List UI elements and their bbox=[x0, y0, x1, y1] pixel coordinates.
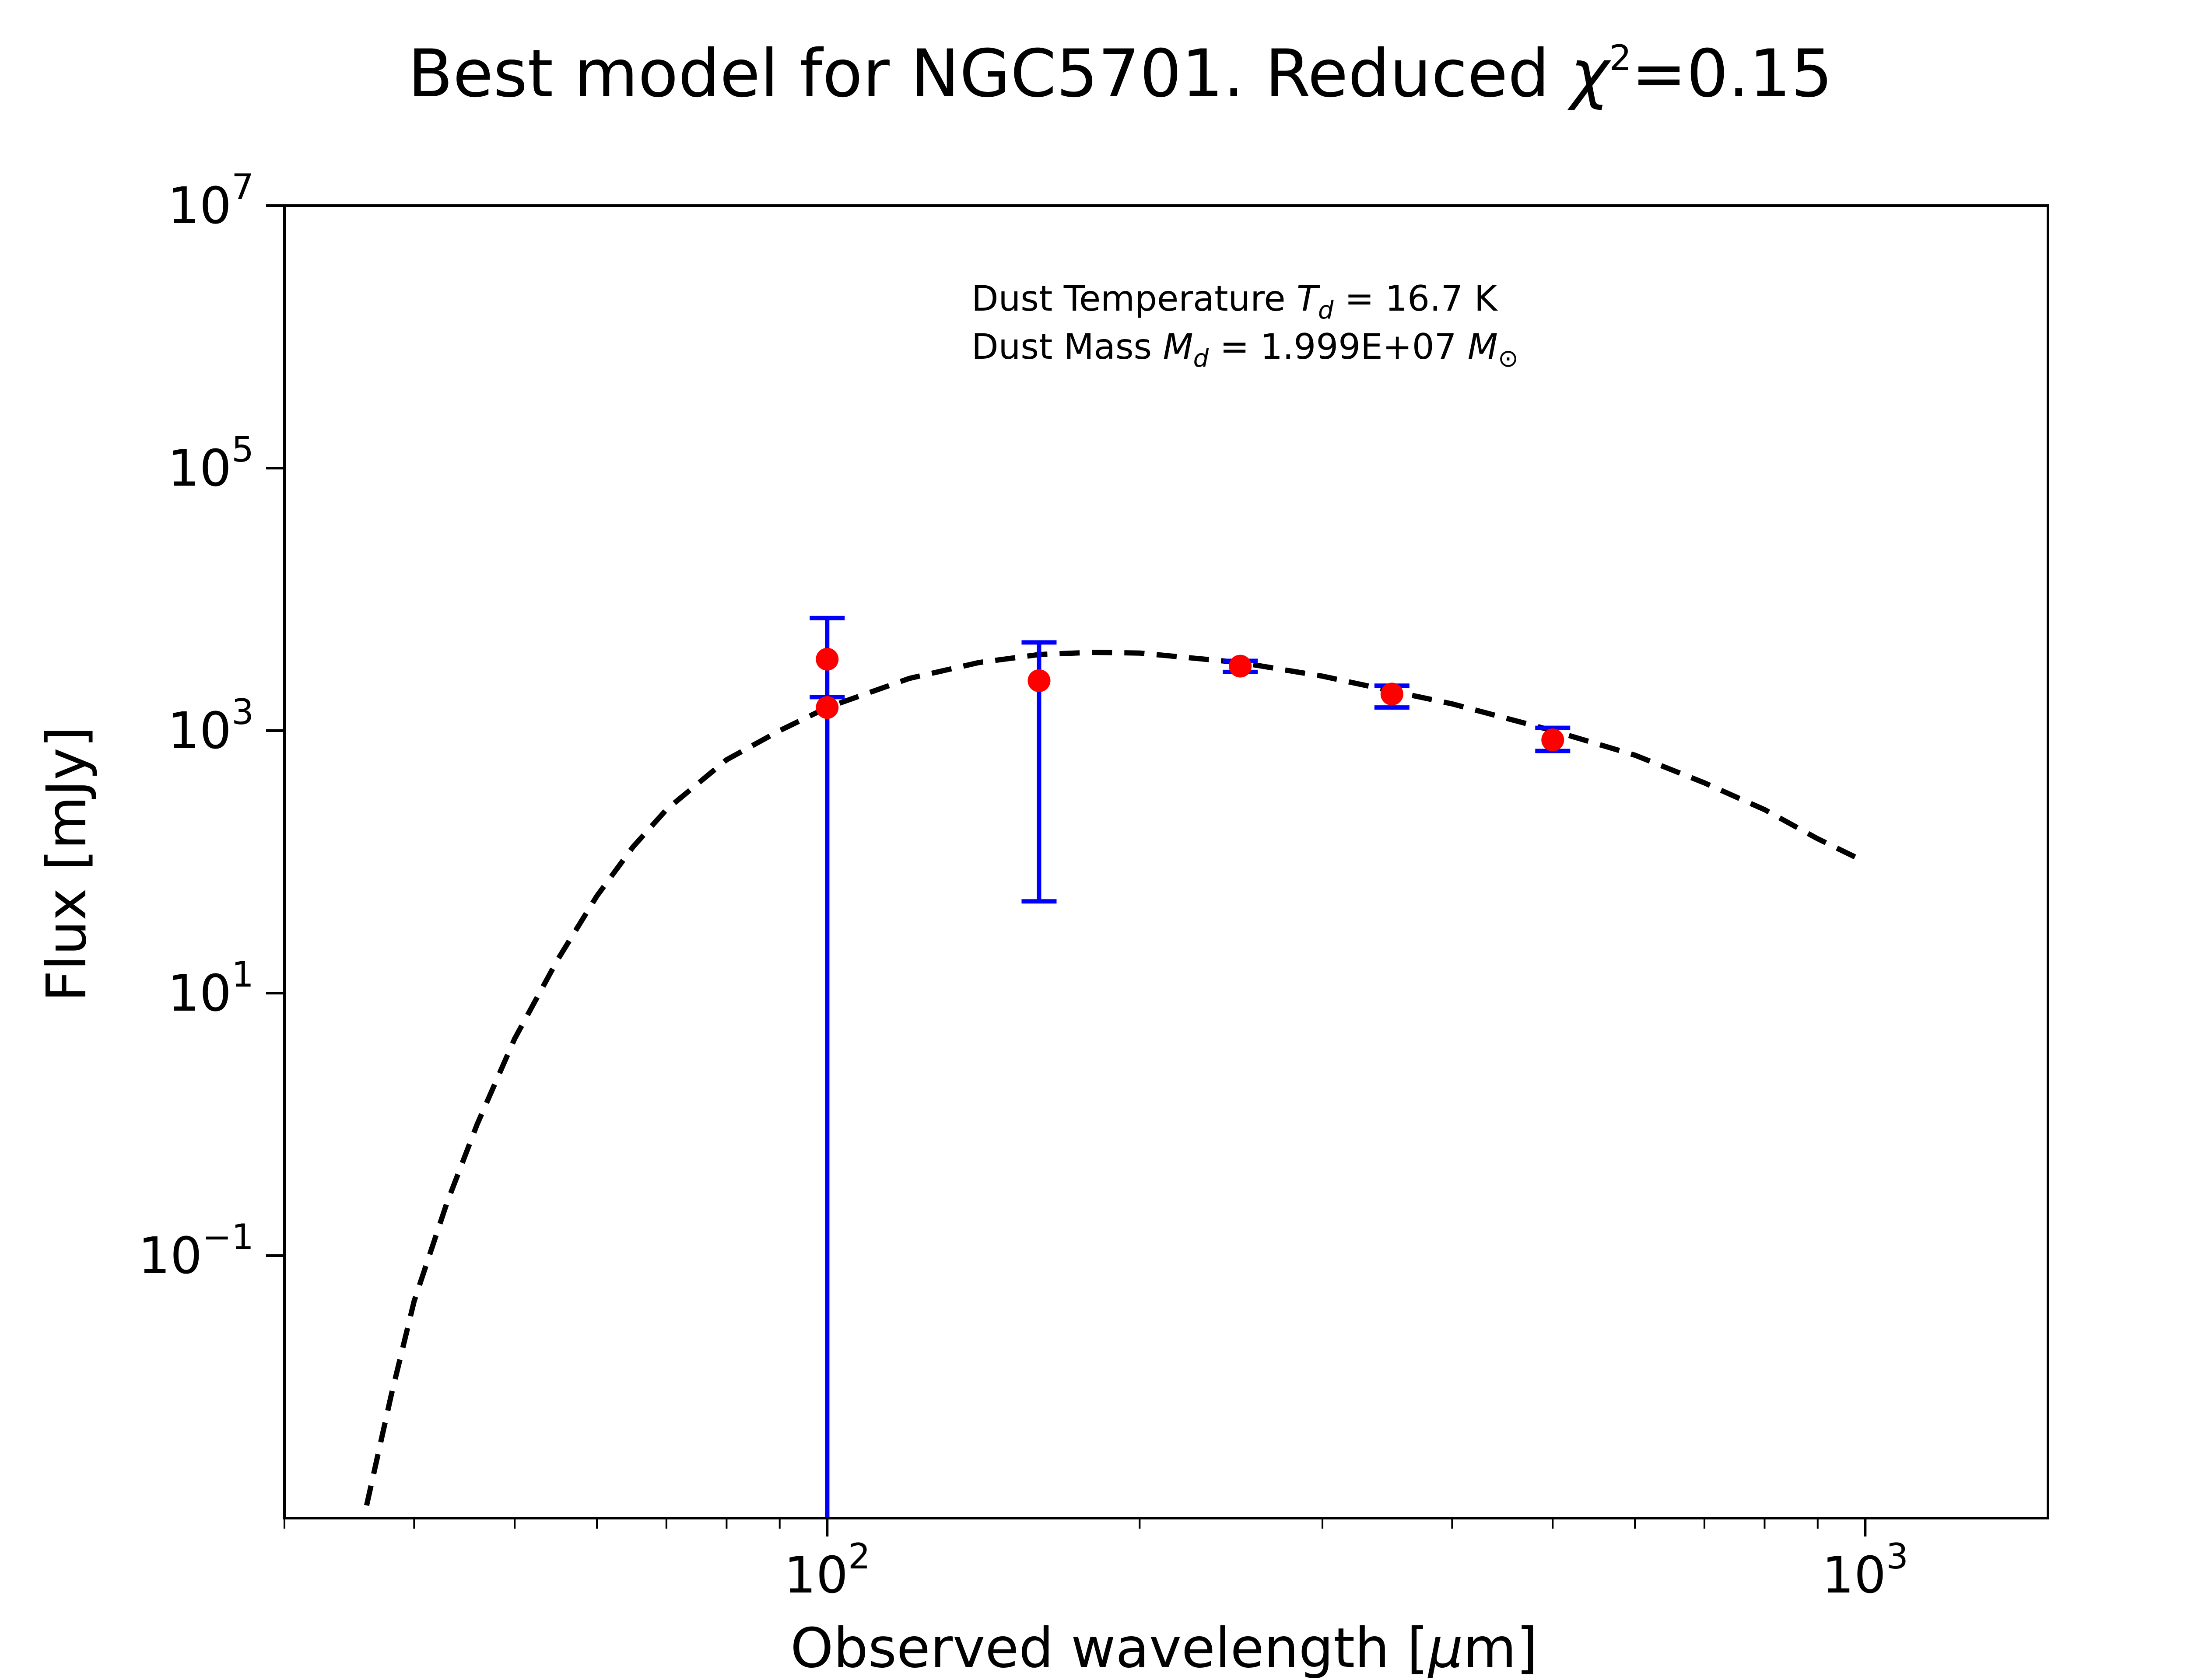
model-curve bbox=[364, 649, 1866, 1506]
y-tick-label: 107 bbox=[168, 167, 254, 235]
data-point-6 bbox=[1541, 728, 1564, 752]
data-point-layer bbox=[816, 648, 1564, 752]
x-tick-label: 103 bbox=[1822, 1536, 1908, 1605]
data-point-3 bbox=[1027, 669, 1051, 692]
data-point-4 bbox=[1229, 654, 1252, 678]
data-point-1 bbox=[816, 696, 839, 719]
y-tick-label: 10−1 bbox=[138, 1217, 254, 1285]
plot-frame bbox=[283, 204, 2049, 1519]
y-tick-label: 105 bbox=[168, 429, 254, 498]
dust-temperature-annotation: Dust Temperature Td = 16.7 K bbox=[971, 278, 1498, 325]
chart-title: Best model for NGC5701. Reduced χ2=0.15 bbox=[408, 36, 1833, 112]
tick-layer: 102 103 10−1 101 103 105 107 bbox=[138, 167, 1908, 1605]
dust-mass-annotation: Dust Mass Md = 1.999E+07 M⊙ bbox=[971, 326, 1518, 373]
x-axis-label: Observed wavelength [μm] bbox=[790, 1617, 1538, 1680]
y-tick-label: 101 bbox=[168, 954, 254, 1023]
y-tick-label: 103 bbox=[168, 692, 254, 760]
model-curve-layer bbox=[364, 649, 1866, 1506]
data-point-5 bbox=[1380, 682, 1403, 706]
data-point-2 bbox=[816, 648, 839, 671]
y-axis-label: Flux [mJy] bbox=[35, 726, 98, 1002]
x-tick-label: 102 bbox=[784, 1536, 870, 1605]
